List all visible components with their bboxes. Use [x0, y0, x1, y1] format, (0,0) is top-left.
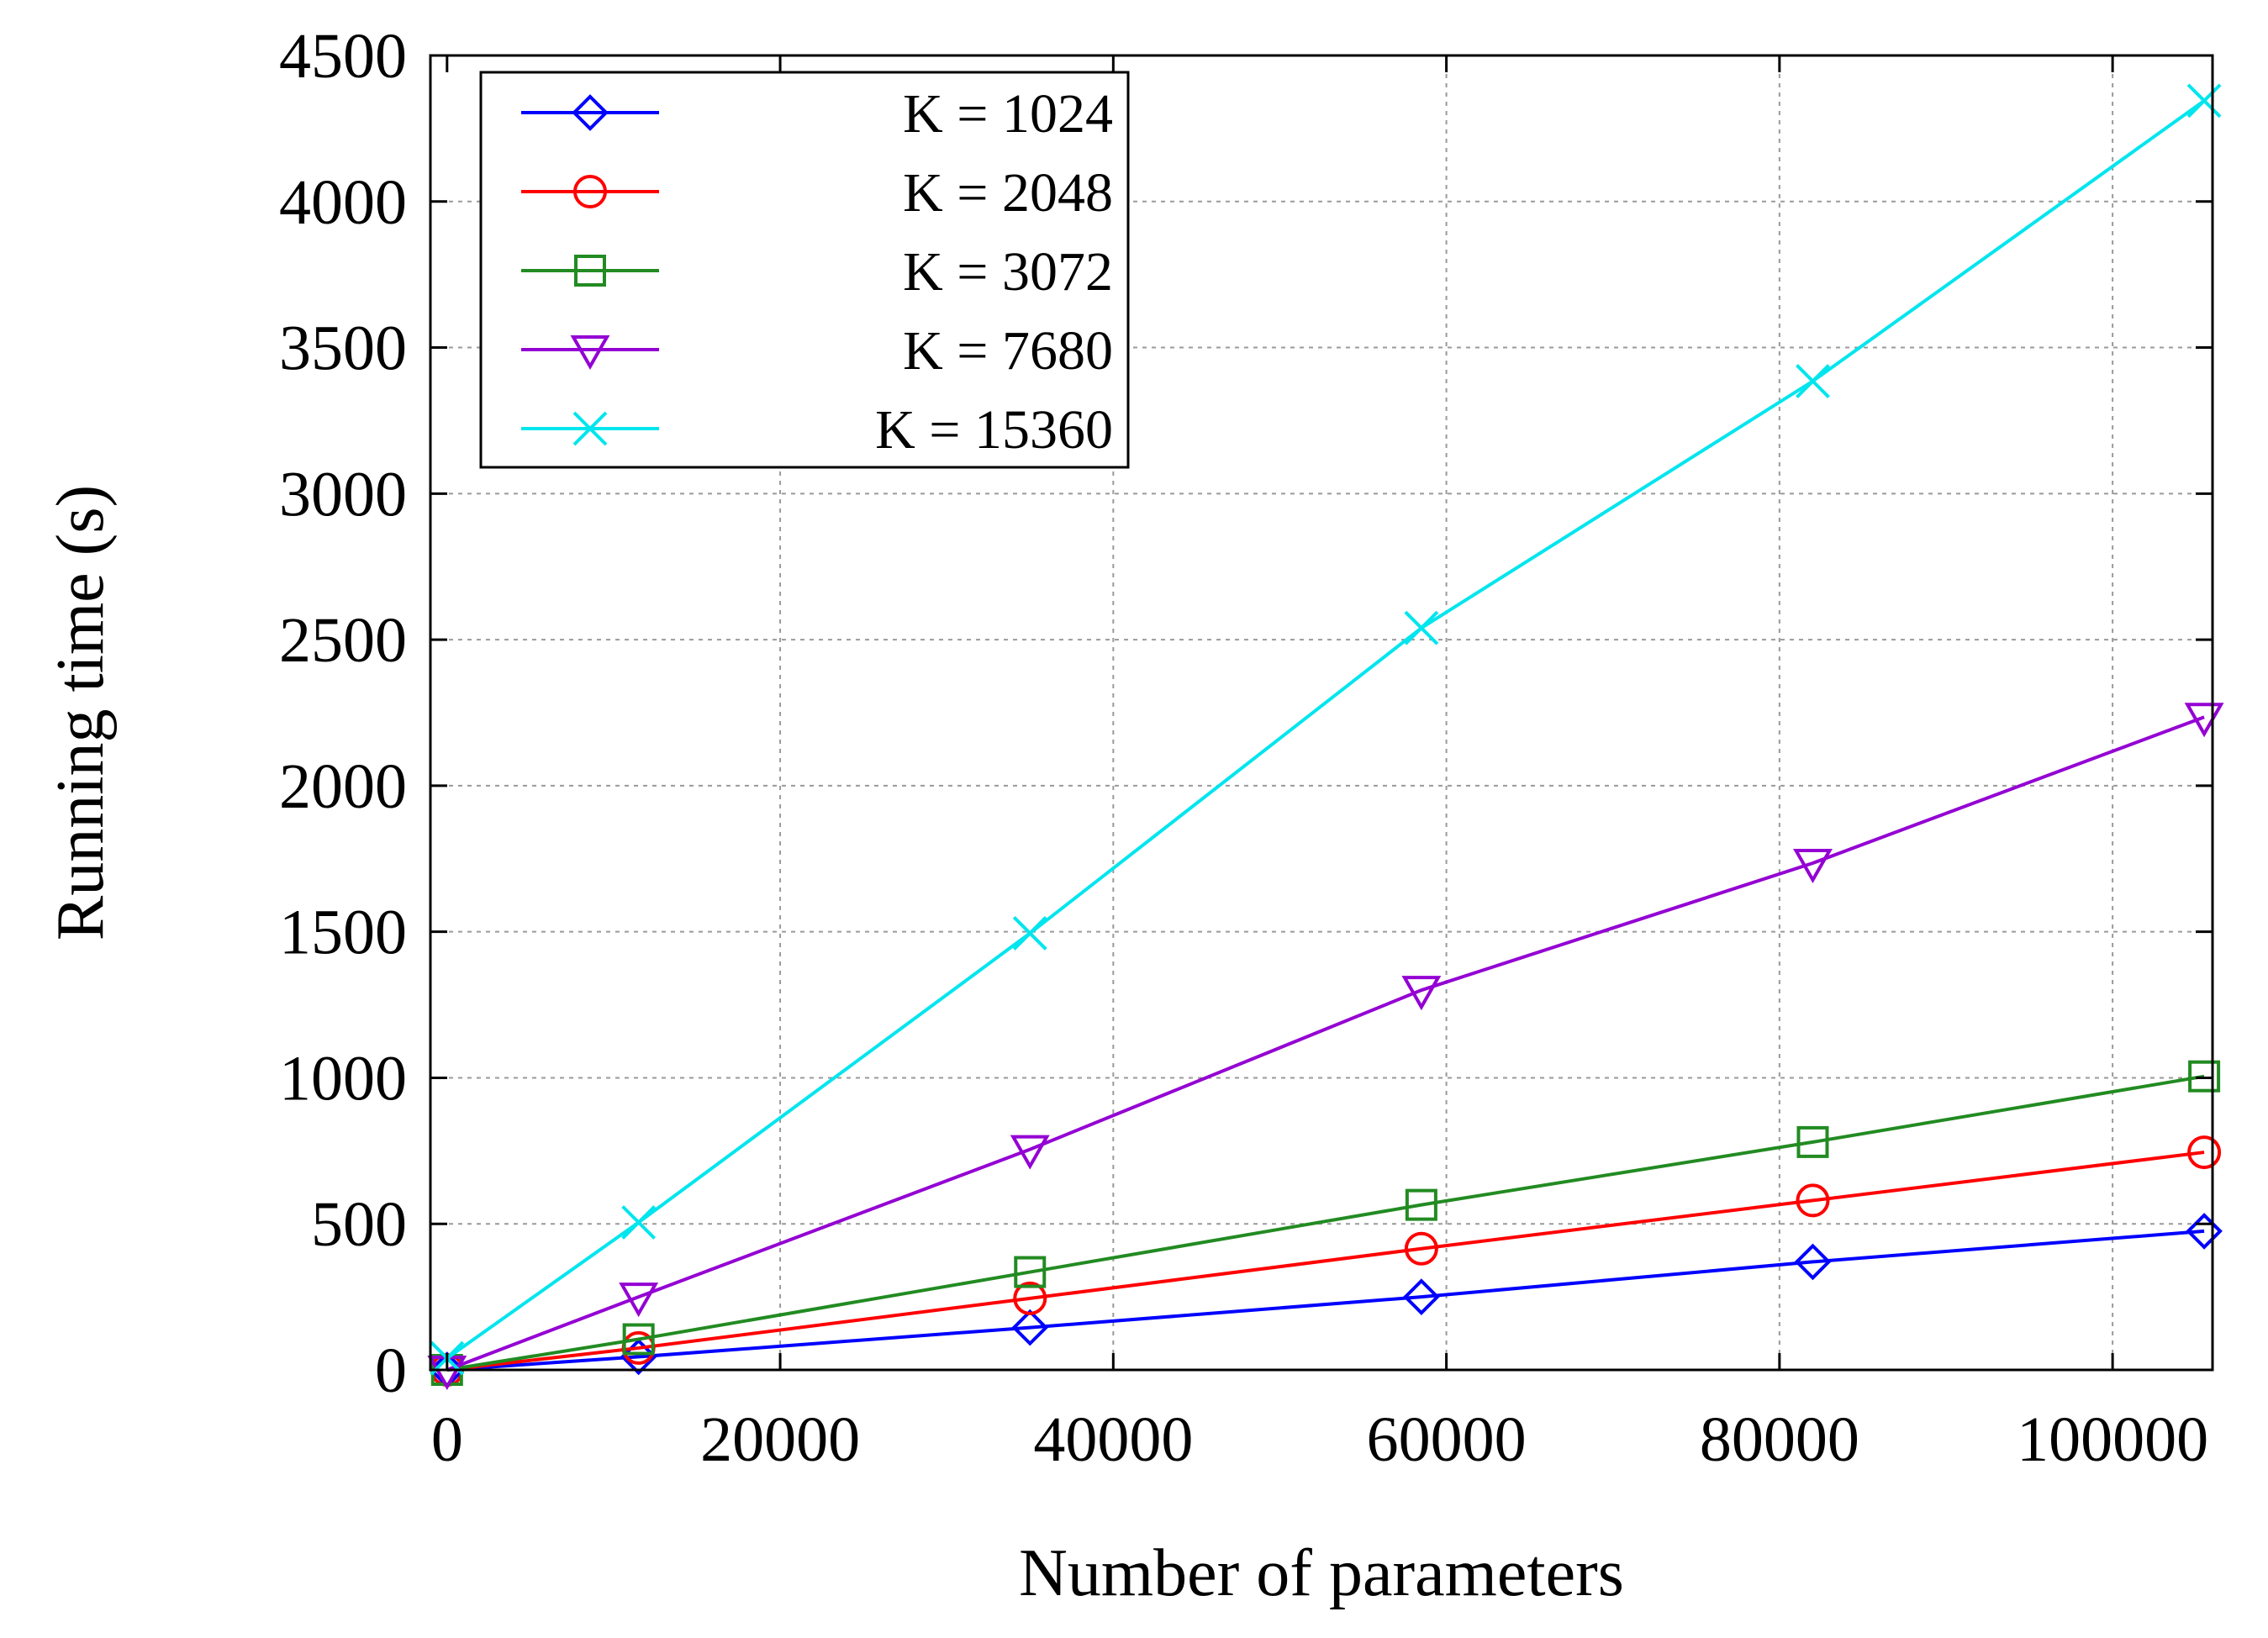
y-tick-label: 3000 — [279, 459, 407, 529]
legend-label: K = 15360 — [875, 399, 1113, 461]
y-tick-label: 4000 — [279, 167, 407, 238]
x-tick-label: 20000 — [700, 1404, 860, 1475]
series-line — [446, 1151, 2205, 1372]
cross-stroke — [1404, 610, 1439, 645]
plot-series — [427, 83, 2224, 1391]
series-line — [446, 715, 2205, 1372]
legend-label: K = 7680 — [903, 320, 1113, 382]
legend-marker — [574, 255, 606, 287]
x-tick-label: 80000 — [1700, 1404, 1859, 1475]
x-tick-label: 100000 — [2017, 1404, 2208, 1475]
data-point — [2184, 703, 2224, 738]
cross-stroke — [1796, 364, 1830, 398]
data-point — [1793, 848, 1833, 884]
data-point — [1796, 1125, 1829, 1158]
y-tick-label: 3500 — [279, 313, 407, 384]
legend-item: K = 2048 — [521, 162, 1113, 224]
legend-marker — [573, 175, 607, 208]
y-tick-label: 2500 — [279, 605, 407, 676]
data-point — [1014, 1256, 1047, 1288]
data-point — [1404, 610, 1439, 645]
legend-label: K = 3072 — [903, 241, 1113, 303]
plot-frame — [429, 54, 2214, 1372]
x-tick-label: 60000 — [1367, 1404, 1527, 1475]
cross-stroke — [1012, 915, 1047, 951]
data-point — [2186, 1213, 2223, 1250]
data-point — [1794, 1243, 1832, 1281]
series-4 — [427, 703, 2224, 1391]
legend-item: K = 3072 — [521, 241, 1113, 303]
legend-item: K = 1024 — [521, 83, 1113, 145]
y-axis-label: Running time (s) — [44, 485, 118, 940]
legend: K = 1024 K = 2048 K = 3072 K = 7680 K = 1536… — [479, 71, 1130, 469]
x-tick-label: 0 — [431, 1404, 463, 1475]
legend-item: K = 15360 — [521, 399, 1113, 461]
cross-stroke — [621, 1205, 657, 1240]
data-point — [1796, 1183, 1830, 1218]
data-point — [1011, 1309, 1049, 1346]
series-1 — [428, 1213, 2223, 1388]
data-point — [1401, 976, 1442, 1011]
series-line — [446, 1229, 2205, 1372]
y-tick-label: 4500 — [279, 21, 407, 92]
series-2 — [430, 1135, 2222, 1387]
data-point — [2188, 1060, 2221, 1093]
y-tick-label: 500 — [311, 1189, 407, 1260]
legend-item: K = 7680 — [521, 320, 1113, 382]
y-tick-label: 0 — [375, 1335, 407, 1406]
y-tick-label: 1000 — [279, 1043, 407, 1114]
data-point — [1013, 1281, 1047, 1315]
y-tick-label: 1500 — [279, 898, 407, 968]
legend-marker — [572, 94, 609, 131]
data-point — [619, 1282, 659, 1318]
data-point — [622, 1323, 655, 1356]
y-tick-label: 2000 — [279, 751, 407, 822]
cross-stroke — [2186, 83, 2222, 119]
data-point — [1010, 1135, 1050, 1170]
data-point — [1405, 1188, 1437, 1221]
series-line — [446, 1074, 2205, 1372]
data-point — [620, 1338, 657, 1376]
data-point — [1796, 364, 1830, 398]
legend-marker — [570, 335, 610, 371]
data-point — [621, 1205, 657, 1240]
cross-stroke — [572, 411, 608, 446]
legend-label: K = 1024 — [903, 83, 1113, 145]
x-axis-label: Number of parameters — [1019, 1536, 1624, 1610]
legend-marker — [572, 411, 608, 446]
data-point — [1404, 1231, 1438, 1266]
axis-ticks: 0 500 1000 1500 2000 2500 3000 3500 4000 4500 0 200… — [279, 21, 2213, 1475]
x-tick-label: 40000 — [1033, 1404, 1193, 1475]
legend-label: K = 2048 — [903, 162, 1113, 224]
data-point — [2186, 83, 2222, 119]
data-point — [1012, 915, 1047, 951]
data-point — [1403, 1278, 1440, 1315]
series-line — [446, 99, 2206, 1360]
data-point — [2187, 1135, 2222, 1170]
